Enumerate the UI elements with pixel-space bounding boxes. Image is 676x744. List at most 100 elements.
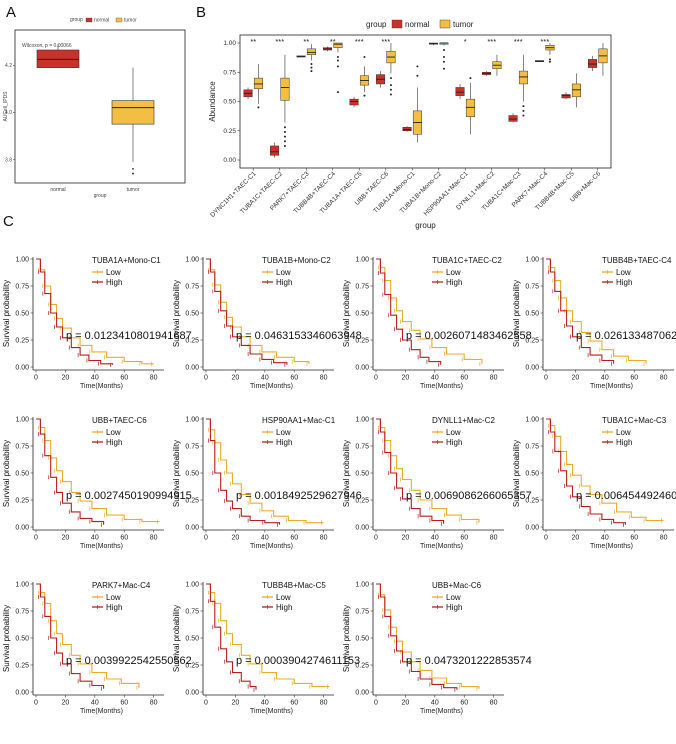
x-tick-label: 0 xyxy=(374,375,378,382)
x-tick-label: normal xyxy=(50,187,65,193)
outlier-point xyxy=(336,56,339,59)
y-axis-title: Survival probability xyxy=(2,605,11,672)
km-title: PARK7+Mac-C4 xyxy=(92,581,151,590)
km-title: UBB+TAEC-C6 xyxy=(92,416,147,425)
legend-label-high: High xyxy=(616,278,632,287)
y-tick-label: 1.00 xyxy=(185,256,199,263)
km-title: DYNLL1+Mac-C2 xyxy=(432,416,495,425)
y-tick-label: 1.00 xyxy=(525,416,539,423)
x-tick-label: 40 xyxy=(91,700,99,707)
legend-label-high: High xyxy=(106,438,122,447)
km-title: TUBA1B+Mono-C2 xyxy=(262,256,331,265)
p-value: p = 0.0069086266065357 xyxy=(406,490,532,502)
y-tick-label: 0.75 xyxy=(525,443,539,450)
legend-title: group xyxy=(70,17,83,23)
p-value: p = 0.0123410801941687 xyxy=(66,330,192,342)
x-tick-label: HSP90AA1+Mac-C1 xyxy=(423,170,470,217)
x-tick-label: 20 xyxy=(232,375,240,382)
box-tumor xyxy=(465,98,475,117)
x-tick-label: tumor xyxy=(127,187,140,193)
y-tick-label: 0.00 xyxy=(525,364,539,371)
km-curve-low xyxy=(206,418,324,524)
y-tick-label: 0.25 xyxy=(15,337,29,344)
box-normal xyxy=(270,145,280,156)
outlier-point xyxy=(283,140,286,143)
km-curve-high xyxy=(206,583,257,690)
box-tumor xyxy=(306,48,316,55)
legend-key-tumor xyxy=(439,19,451,29)
x-tick-label: 20 xyxy=(62,375,70,382)
y-tick-label: 0.25 xyxy=(355,662,369,669)
y-axis-title: Abundance xyxy=(208,81,217,122)
legend-label-tumor: tumor xyxy=(124,18,137,24)
box-normal xyxy=(588,59,598,68)
outlier-point xyxy=(442,67,445,70)
x-tick-label: 80 xyxy=(150,700,158,707)
outlier-point xyxy=(283,144,286,147)
y-tick-label: 0.75 xyxy=(525,283,539,290)
outlier-point xyxy=(310,66,313,69)
box-tumor xyxy=(333,42,343,48)
x-axis-title: Time(Months) xyxy=(80,383,123,390)
x-axis-title: Time(Months) xyxy=(250,543,293,550)
outlier-point xyxy=(389,93,392,96)
y-axis-title: Survival probability xyxy=(172,440,181,507)
box-tumor xyxy=(111,100,155,125)
x-axis-title: Time(Months) xyxy=(80,543,123,550)
y-tick-label: 0.50 xyxy=(355,310,369,317)
y-tick-label: 3.8 xyxy=(5,157,12,163)
y-tick-label: 0.75 xyxy=(185,283,199,290)
y-tick-label: 0.50 xyxy=(185,470,199,477)
x-tick-label: 80 xyxy=(150,375,158,382)
stat-annotation: Wilcoxon, p = 0.00066 xyxy=(22,43,72,49)
p-value: p = 0.0473201222853574 xyxy=(406,655,532,667)
legend-label-high: High xyxy=(106,603,122,612)
y-tick-label: 0.25 xyxy=(185,662,199,669)
x-axis-title: Time(Months) xyxy=(250,383,293,390)
y-tick-label: 0.25 xyxy=(355,497,369,504)
outlier-point xyxy=(132,172,134,175)
legend-label-low: Low xyxy=(616,428,631,437)
y-axis-title: Survival probability xyxy=(172,280,181,347)
y-axis-title: Survival probability xyxy=(342,605,351,672)
y-tick-label: 0.00 xyxy=(355,689,369,696)
y-tick-label: 0.00 xyxy=(185,524,199,531)
box-normal xyxy=(402,126,412,131)
km-curve-high xyxy=(36,258,114,365)
legend-label-high: High xyxy=(276,603,292,612)
legend-label-low: Low xyxy=(276,428,291,437)
x-tick-label: 80 xyxy=(490,375,498,382)
panel-b: B group normal tumor 0.00 0.25 0.50 0.75 1.00 Ab… xyxy=(196,4,612,230)
y-tick-label: 0.50 xyxy=(185,310,199,317)
legend-label-high: High xyxy=(446,278,462,287)
x-axis-title: Time(Months) xyxy=(590,543,633,550)
y-tick-label: 0.00 xyxy=(185,364,199,371)
y-axis-title: Survival probability xyxy=(2,280,11,347)
y-tick-label: 0.75 xyxy=(223,69,236,76)
km-curve-low xyxy=(546,418,664,522)
outlier-point xyxy=(548,60,551,63)
legend-key-normal xyxy=(391,19,403,29)
y-axis-title: Survival probability xyxy=(342,280,351,347)
panel-c: C 0.00 0.25 0.50 0.75 1.00 0 20 40 60 80 Time(Mont… xyxy=(2,213,676,715)
outlier-point xyxy=(389,84,392,87)
y-tick-label: 0.25 xyxy=(223,128,236,135)
x-axis-title: Time(Months) xyxy=(420,708,463,715)
km-title: TUBA1C+Mac-C3 xyxy=(602,416,667,425)
x-tick-label: 40 xyxy=(431,535,439,542)
outlier-point xyxy=(310,63,313,66)
y-tick-label: 0.50 xyxy=(355,470,369,477)
outlier-point xyxy=(336,65,339,68)
outlier-point xyxy=(442,49,445,52)
x-tick-label: 60 xyxy=(460,535,468,542)
x-tick-label: 20 xyxy=(232,535,240,542)
y-tick-label: 0.50 xyxy=(355,635,369,642)
x-tick-label: 40 xyxy=(431,375,439,382)
x-tick-label: 60 xyxy=(120,375,128,382)
x-tick-label: 0 xyxy=(204,375,208,382)
y-tick-label: 0.75 xyxy=(185,608,199,615)
x-tick-label: 80 xyxy=(660,375,668,382)
x-tick-label: 40 xyxy=(601,535,609,542)
panel-letter-a: A xyxy=(6,4,16,21)
